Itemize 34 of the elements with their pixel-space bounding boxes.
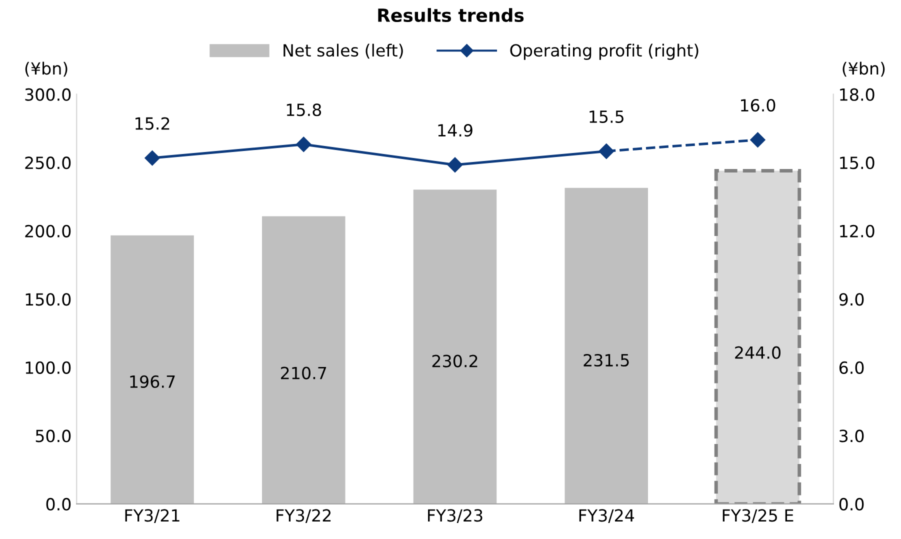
data-label: 15.8 bbox=[286, 104, 322, 116]
data-label: 244.0 bbox=[735, 346, 780, 359]
x-tick-label: FY3/21 bbox=[125, 509, 180, 524]
y-axis-title: (¥bn) bbox=[25, 62, 68, 77]
x-tick-label: FY3/22 bbox=[276, 509, 331, 524]
y-tick-label: 0.0 bbox=[46, 498, 71, 511]
y-tick-label: 200.0 bbox=[25, 224, 71, 238]
y2-tick-label: 6.0 bbox=[839, 361, 864, 374]
y2-tick-label: 9.0 bbox=[839, 293, 864, 306]
y-tick-label: 50.0 bbox=[36, 430, 71, 442]
data-label: 196.7 bbox=[130, 375, 175, 388]
data-label: 14.9 bbox=[438, 124, 472, 137]
x-tick-label: FY3/23 bbox=[428, 509, 482, 524]
data-label: 210.7 bbox=[281, 366, 326, 380]
y-tick-label: 150.0 bbox=[26, 293, 71, 306]
y-tick-label: 100.0 bbox=[26, 361, 71, 374]
data-label: 231.5 bbox=[584, 354, 629, 367]
y-tick-label: 250.0 bbox=[25, 156, 71, 170]
legend-label: Operating profit (right) bbox=[510, 44, 698, 60]
legend-label: Net sales (left) bbox=[284, 44, 403, 59]
data-label: 230.2 bbox=[432, 354, 478, 368]
y-tick-label: 300.0 bbox=[25, 88, 71, 101]
data-label: 16.0 bbox=[741, 99, 776, 112]
x-tick-label: FY3/24 bbox=[579, 509, 634, 524]
y2-tick-label: 12.0 bbox=[840, 224, 874, 238]
data-label: 15.5 bbox=[590, 110, 624, 123]
chart-title: Results trends bbox=[378, 8, 524, 22]
data-label: 15.2 bbox=[136, 117, 170, 130]
y2-tick-label: 3.0 bbox=[840, 430, 864, 442]
y2-tick-label: 18.0 bbox=[840, 88, 874, 101]
y2-tick-label: 0.0 bbox=[839, 498, 864, 511]
x-tick-label: FY3/25 E bbox=[722, 509, 794, 524]
y2-axis-title: (¥bn) bbox=[842, 62, 885, 77]
y2-tick-label: 15.0 bbox=[840, 156, 874, 170]
